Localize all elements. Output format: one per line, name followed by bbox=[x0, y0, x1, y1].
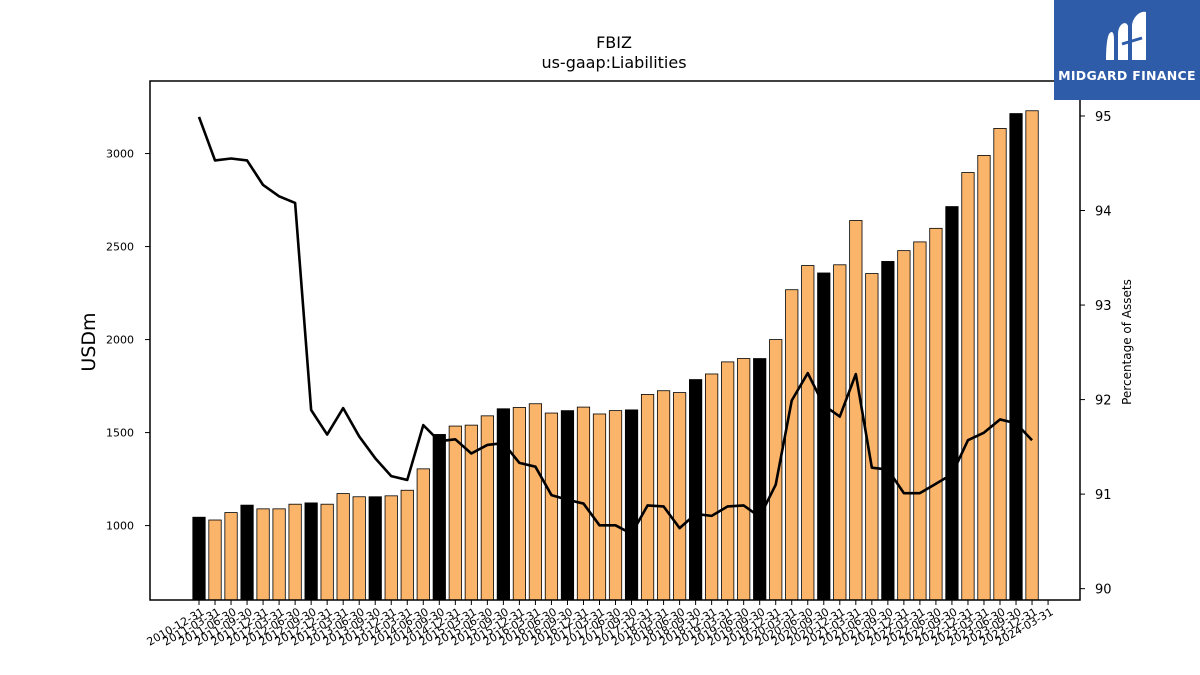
bar-2013-03-31 bbox=[336, 493, 350, 601]
y2-tick-label: 93 bbox=[1095, 299, 1112, 314]
bar-2021-12-31 bbox=[897, 250, 911, 601]
bar-2021-09-30 bbox=[881, 261, 895, 601]
bar-2020-12-31 bbox=[833, 264, 847, 601]
bar-2022-09-30 bbox=[945, 206, 959, 601]
bar-2017-03-31 bbox=[592, 413, 607, 601]
bar-2019-09-30 bbox=[753, 358, 767, 601]
bar-2012-09-30 bbox=[304, 502, 318, 601]
bar-2021-03-31 bbox=[849, 220, 863, 601]
bar-2011-09-30 bbox=[240, 504, 254, 601]
bar-2020-09-30 bbox=[817, 272, 831, 601]
y-tick-label: 2000 bbox=[106, 334, 134, 347]
y2-axis-ticks: 90 91 92 93 94 95 bbox=[1080, 110, 1112, 598]
bar-2019-03-31 bbox=[721, 361, 735, 601]
bar-2019-06-30 bbox=[737, 358, 751, 601]
bar-2023-12-31 bbox=[1025, 110, 1039, 601]
y-tick-label: 1000 bbox=[106, 520, 134, 533]
percentage-of-assets-line bbox=[197, 116, 1033, 536]
bar-2013-06-30 bbox=[352, 496, 366, 601]
bar-2016-03-31 bbox=[528, 403, 543, 601]
bar-2019-12-31 bbox=[769, 339, 783, 601]
chart-title: FBIZ bbox=[596, 33, 632, 52]
y2-tick-label: 92 bbox=[1095, 394, 1112, 409]
y-tick-label: 3000 bbox=[106, 148, 134, 161]
bar-2022-03-31 bbox=[913, 241, 927, 601]
y-tick-label: 2500 bbox=[106, 241, 134, 254]
chart-subtitle: us-gaap:Liabilities bbox=[541, 53, 686, 72]
y-axis-ticks: 1000 1500 2000 2500 3000 bbox=[106, 148, 150, 533]
plot-frame bbox=[149, 80, 1081, 601]
bar-2020-06-30 bbox=[801, 265, 815, 601]
bar-2017-09-30 bbox=[624, 409, 639, 601]
brand-name: MIDGARD FINANCE bbox=[1058, 68, 1196, 83]
bar-2011-12-31 bbox=[256, 508, 270, 601]
bar-2010-12-31 bbox=[192, 516, 206, 601]
bar-2018-12-31 bbox=[705, 373, 719, 601]
bar-2018-09-30 bbox=[689, 379, 703, 601]
bar-2012-06-30 bbox=[288, 503, 302, 601]
y2-tick-label: 94 bbox=[1095, 205, 1112, 220]
bar-2011-03-31 bbox=[208, 519, 222, 601]
x-axis-ticks: 2010-12-312011-03-312011-06-302011-09-30… bbox=[145, 600, 1056, 649]
y2-tick-label: 95 bbox=[1095, 110, 1112, 125]
bar-2014-03-31 bbox=[400, 489, 414, 601]
bar-2011-06-30 bbox=[224, 512, 238, 601]
bar-2014-09-30 bbox=[432, 434, 446, 601]
y2-tick-label: 91 bbox=[1095, 488, 1112, 503]
bar-2015-09-30 bbox=[496, 408, 510, 601]
bar-2015-12-31 bbox=[512, 407, 527, 601]
bar-2012-03-31 bbox=[272, 508, 286, 601]
bar-2023-06-30 bbox=[993, 128, 1007, 601]
bar-2018-06-30 bbox=[673, 392, 687, 601]
bar-2022-12-31 bbox=[961, 172, 975, 601]
y2-tick-label: 90 bbox=[1095, 583, 1112, 598]
logo-mark-icon bbox=[1106, 11, 1146, 61]
bar-2020-03-31 bbox=[785, 289, 799, 601]
y-tick-label: 1500 bbox=[106, 427, 134, 440]
bar-2013-12-31 bbox=[384, 495, 398, 601]
line-group bbox=[197, 116, 1033, 536]
bar-2017-06-30 bbox=[608, 410, 623, 601]
bar-2017-12-31 bbox=[640, 394, 655, 601]
bar-2014-06-30 bbox=[416, 468, 430, 601]
bar-2013-09-30 bbox=[368, 496, 382, 601]
bar-2014-12-31 bbox=[448, 425, 462, 601]
bar-2018-03-31 bbox=[656, 390, 671, 601]
bar-2023-09-30 bbox=[1009, 113, 1023, 601]
bar-2016-06-30 bbox=[544, 412, 559, 601]
bar-2012-12-31 bbox=[320, 503, 334, 601]
brand-logo: MIDGARD FINANCE bbox=[1054, 0, 1200, 100]
bar-2023-03-31 bbox=[977, 155, 991, 601]
bar-2016-09-30 bbox=[560, 410, 575, 601]
y-axis-label: USDm bbox=[78, 312, 100, 371]
y2-axis-label: Percentage of Assets bbox=[1120, 279, 1134, 405]
bar-2022-06-30 bbox=[929, 227, 943, 601]
